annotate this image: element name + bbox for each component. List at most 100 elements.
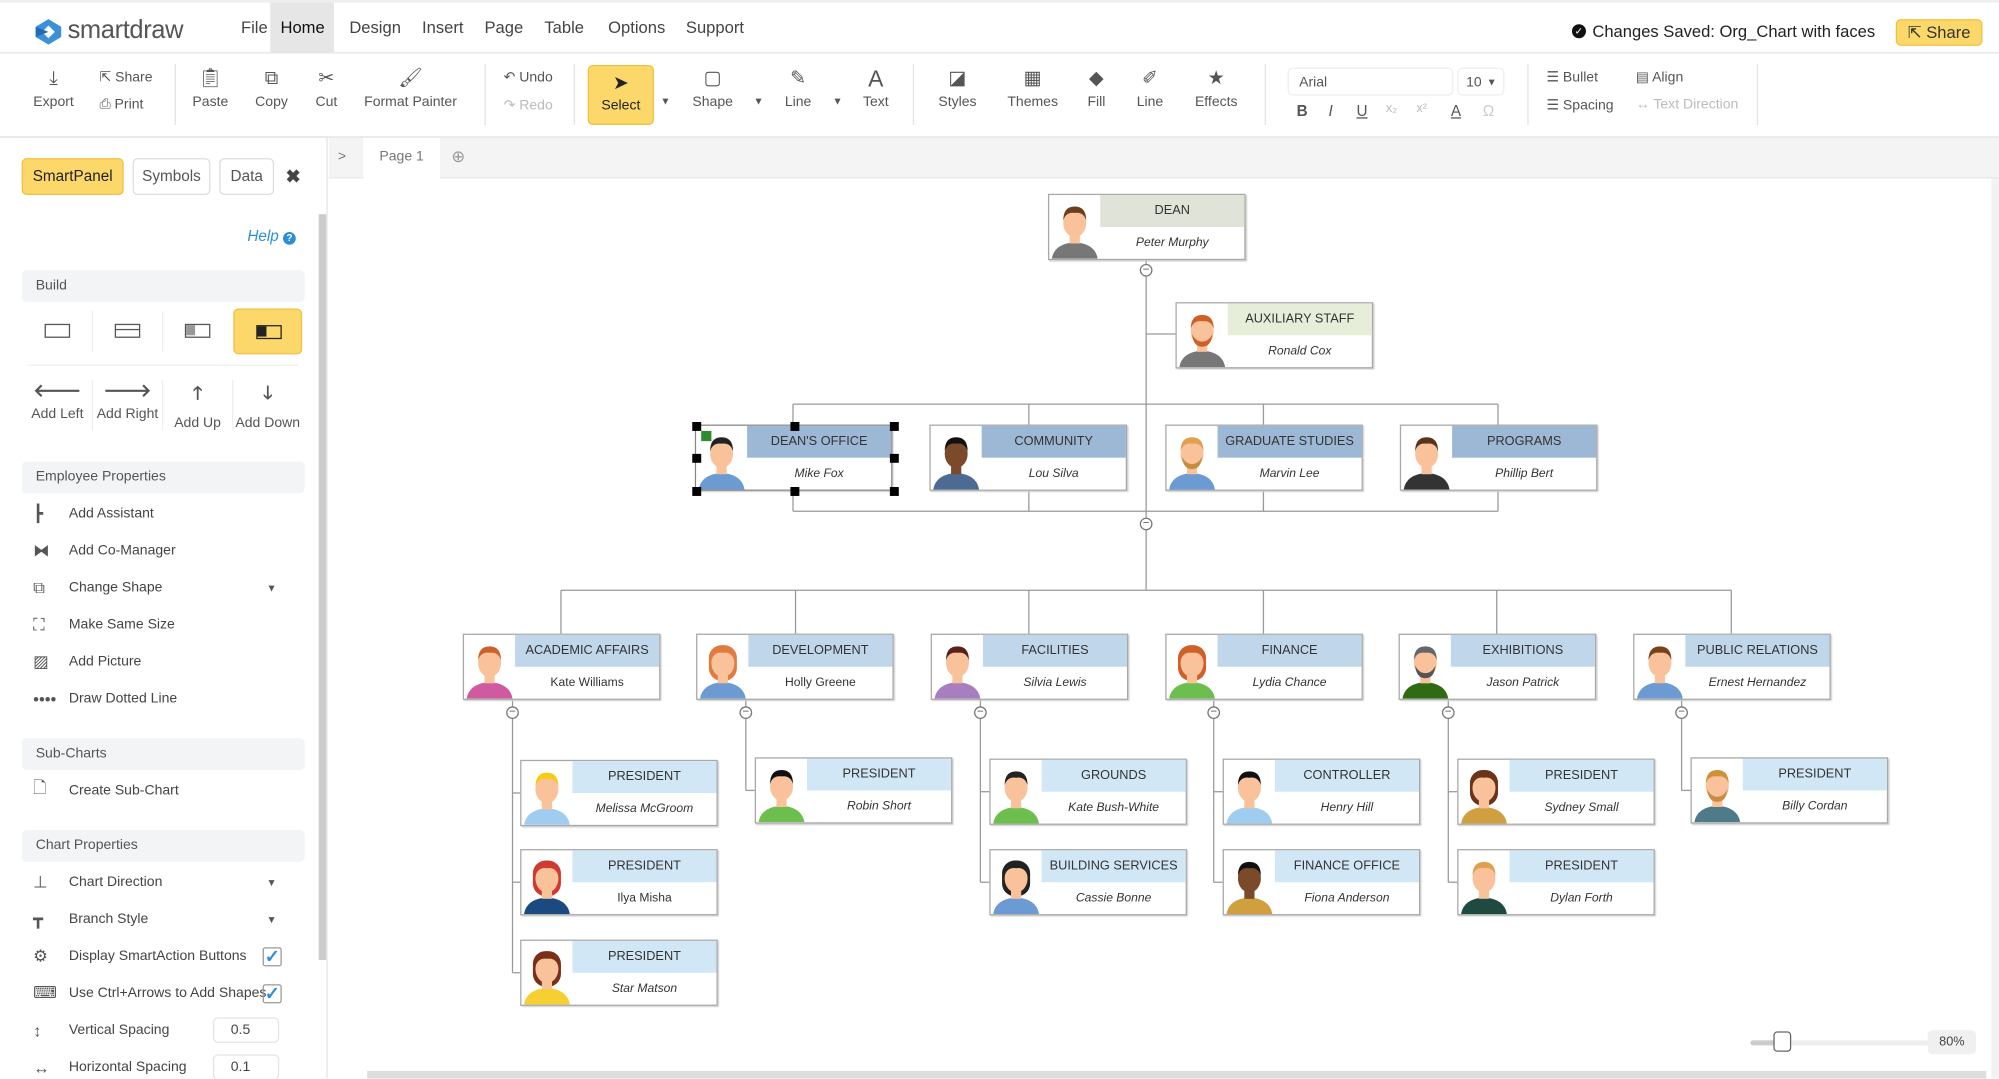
branch-style-item[interactable]: ┳ Branch Style ▼: [33, 909, 277, 929]
chart-direction-item[interactable]: ⊥ Chart Direction ▼: [33, 872, 277, 892]
superscript-button[interactable]: x²: [1416, 101, 1428, 117]
org-node[interactable]: COMMUNITY Lou Silva: [929, 424, 1128, 491]
menu-design[interactable]: Design: [349, 17, 401, 37]
resize-handle[interactable]: [889, 421, 899, 431]
copy-button[interactable]: ⧉ Copy: [255, 67, 288, 110]
symbol-button[interactable]: Ω: [1482, 101, 1495, 120]
panel-scrollbar[interactable]: [318, 214, 327, 960]
help-link[interactable]: Help ?: [247, 227, 296, 245]
tab-page-1[interactable]: Page 1: [363, 137, 440, 179]
org-node[interactable]: PROGRAMS Phillip Bert: [1399, 424, 1598, 491]
fill-button[interactable]: ◆ Fill: [1087, 67, 1106, 110]
make-same-size-item[interactable]: ⛶ Make Same Size: [33, 614, 175, 634]
spacing-button[interactable]: ☰ Spacing: [1546, 98, 1614, 114]
change-shape-item[interactable]: ⧉ Change Shape ▼: [33, 577, 277, 597]
zoom-slider-thumb[interactable]: [1773, 1031, 1792, 1052]
line-dropdown-caret[interactable]: ▼: [832, 95, 843, 108]
menu-file[interactable]: File: [240, 17, 268, 37]
shape-dropdown-caret[interactable]: ▼: [753, 95, 764, 108]
text-direction-button[interactable]: ↔ Text Direction: [1635, 96, 1739, 113]
collapse-branch-button[interactable]: −: [1139, 263, 1153, 277]
menu-options[interactable]: Options: [608, 17, 666, 37]
add-up-button[interactable]: 🡑 Add Up: [163, 380, 232, 430]
zoom-slider[interactable]: [1750, 1040, 1929, 1046]
org-node[interactable]: DEVELOPMENT Holly Greene: [696, 633, 894, 700]
export-button[interactable]: ⤓ Export: [33, 67, 74, 110]
resize-handle[interactable]: [889, 453, 899, 463]
smartaction-icon[interactable]: [701, 430, 712, 442]
add-down-button[interactable]: 🡓 Add Down: [233, 380, 302, 430]
org-node[interactable]: FINANCE OFFICE Fiona Anderson: [1222, 849, 1421, 916]
horizontal-spacing-input[interactable]: 0.1: [212, 1054, 280, 1079]
font-family-input[interactable]: Arial: [1287, 67, 1454, 96]
underline-button[interactable]: U: [1356, 101, 1368, 120]
collapse-branch-button[interactable]: −: [1441, 706, 1455, 720]
collapse-branch-button[interactable]: −: [506, 706, 519, 720]
org-node[interactable]: BUILDING SERVICES Cassie Bonne: [989, 849, 1187, 916]
org-node[interactable]: FINANCE Lydia Chance: [1165, 633, 1363, 700]
create-sub-chart-item[interactable]: 🗋︎ Create Sub-Chart: [33, 778, 294, 803]
align-button[interactable]: ▤ Align: [1635, 70, 1684, 86]
horizontal-scrollbar[interactable]: [367, 1070, 1987, 1079]
vertical-scrollbar[interactable]: [1991, 178, 1999, 1079]
org-node[interactable]: DEAN Peter Murphy: [1047, 193, 1246, 261]
vertical-spacing-input[interactable]: 0.5: [212, 1017, 280, 1043]
add-page-icon[interactable]: ⊕: [451, 146, 466, 166]
resize-handle[interactable]: [889, 487, 899, 496]
add-right-button[interactable]: 🡒 Add Right: [93, 380, 162, 422]
resize-handle[interactable]: [790, 421, 800, 431]
select-button[interactable]: ➤ Select: [587, 65, 655, 125]
effects-button[interactable]: ★ Effects: [1194, 67, 1238, 110]
org-node[interactable]: GROUNDS Kate Bush-White: [989, 758, 1187, 825]
org-node[interactable]: PRESIDENT Billy Cordan: [1690, 757, 1889, 824]
org-node[interactable]: PRESIDENT Star Matson: [520, 939, 718, 1006]
build-style-photo-split-box[interactable]: [233, 308, 303, 355]
bold-button[interactable]: B: [1296, 101, 1308, 120]
menu-insert[interactable]: Insert: [421, 17, 464, 37]
drawing-canvas[interactable]: DEAN Peter Murphy AUXILIARY STAFF Ronald…: [328, 178, 1992, 1071]
tab-data[interactable]: Data: [219, 158, 275, 196]
ctrl-arrows-checkbox[interactable]: ✓: [262, 984, 282, 1003]
org-node[interactable]: PRESIDENT Ilya Misha: [520, 849, 718, 916]
build-style-box[interactable]: [23, 309, 92, 355]
format-painter-button[interactable]: 🖌︎ Format Painter: [364, 67, 457, 110]
org-node[interactable]: PRESIDENT Sydney Small: [1457, 758, 1655, 825]
resize-handle[interactable]: [692, 487, 702, 496]
menu-home[interactable]: Home: [270, 2, 335, 54]
org-node[interactable]: PRESIDENT Dylan Forth: [1457, 849, 1655, 916]
line-style-button[interactable]: ✐ Line: [1136, 67, 1164, 110]
collapse-branch-button[interactable]: −: [1207, 706, 1221, 720]
share-toolbar-button[interactable]: ⇱ Share: [99, 70, 153, 86]
add-assistant-item[interactable]: ┣ Add Assistant: [33, 503, 154, 523]
org-node[interactable]: GRADUATE STUDIES Marvin Lee: [1165, 424, 1363, 491]
draw-dotted-line-item[interactable]: •••• Draw Dotted Line: [33, 689, 178, 709]
tab-symbols[interactable]: Symbols: [132, 158, 211, 196]
print-button[interactable]: ⎙ Print: [99, 96, 144, 113]
add-co-manager-item[interactable]: ⧓ Add Co-Manager: [33, 540, 176, 560]
org-node[interactable]: CONTROLLER Henry Hill: [1222, 758, 1421, 825]
org-node[interactable]: PUBLIC RELATIONS Ernest Hernandez: [1633, 633, 1831, 700]
org-node[interactable]: ACADEMIC AFFAIRS Kate Williams: [462, 633, 661, 700]
paste-button[interactable]: 📋︎ Paste: [192, 67, 229, 110]
font-size-select[interactable]: 10 ▼: [1457, 67, 1505, 96]
undo-button[interactable]: ↶ Undo: [503, 70, 553, 86]
text-button[interactable]: A Text: [862, 66, 889, 110]
build-style-photo-box[interactable]: [163, 309, 232, 355]
org-node[interactable]: PRESIDENT Melissa McGroom: [520, 759, 718, 827]
redo-button[interactable]: ↷ Redo: [503, 98, 553, 114]
resize-handle[interactable]: [692, 421, 702, 431]
resize-handle[interactable]: [790, 487, 800, 496]
subscript-button[interactable]: x₂: [1385, 101, 1398, 117]
collapse-branch-button[interactable]: −: [974, 706, 987, 720]
add-picture-item[interactable]: ▨ Add Picture: [33, 651, 142, 671]
menu-page[interactable]: Page: [484, 17, 524, 37]
themes-button[interactable]: ▦ Themes: [1007, 67, 1059, 110]
add-left-button[interactable]: 🡐 Add Left: [23, 380, 92, 422]
resize-handle[interactable]: [692, 453, 702, 463]
org-node[interactable]: EXHIBITIONS Jason Patrick: [1398, 633, 1597, 700]
org-node[interactable]: PRESIDENT Robin Short: [754, 757, 953, 824]
display-smartaction-checkbox[interactable]: ✓: [262, 947, 282, 966]
styles-button[interactable]: ◪ Styles: [938, 67, 977, 110]
line-button[interactable]: ✎ Line: [784, 67, 812, 110]
close-panel-icon[interactable]: ✖: [285, 165, 301, 187]
